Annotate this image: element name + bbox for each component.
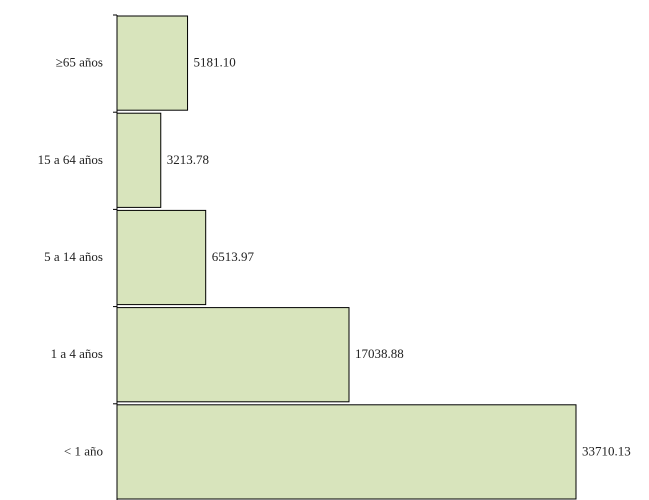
bar [116,112,162,208]
value-label: 6513.97 [212,249,255,264]
bar [116,404,577,500]
y-tick-label: ≥65 años [56,55,103,70]
value-label: 17038.88 [355,346,404,361]
value-label: 33710.13 [582,443,631,458]
bar [116,209,207,306]
y-tick-label: 15 a 64 años [38,152,103,167]
bar [116,307,350,403]
value-label: 3213.78 [167,152,209,167]
bar [116,15,189,111]
y-tick-label: < 1 año [64,443,103,458]
y-tick-label: 1 a 4 años [51,346,103,361]
y-tick-label: 5 a 14 años [44,249,103,264]
value-label: 5181.10 [194,55,236,70]
